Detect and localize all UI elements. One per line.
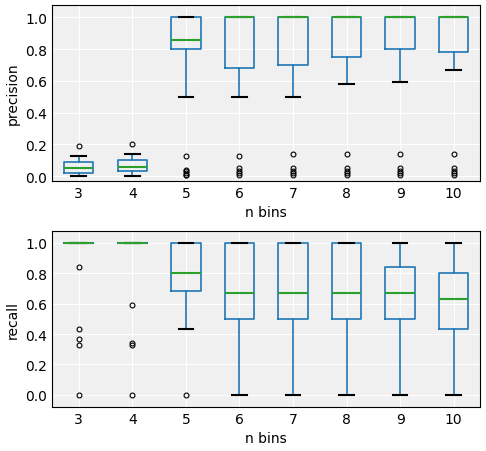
Y-axis label: precision: precision — [5, 62, 19, 125]
X-axis label: n bins: n bins — [245, 206, 287, 220]
X-axis label: n bins: n bins — [245, 432, 287, 446]
Y-axis label: recall: recall — [5, 300, 19, 338]
